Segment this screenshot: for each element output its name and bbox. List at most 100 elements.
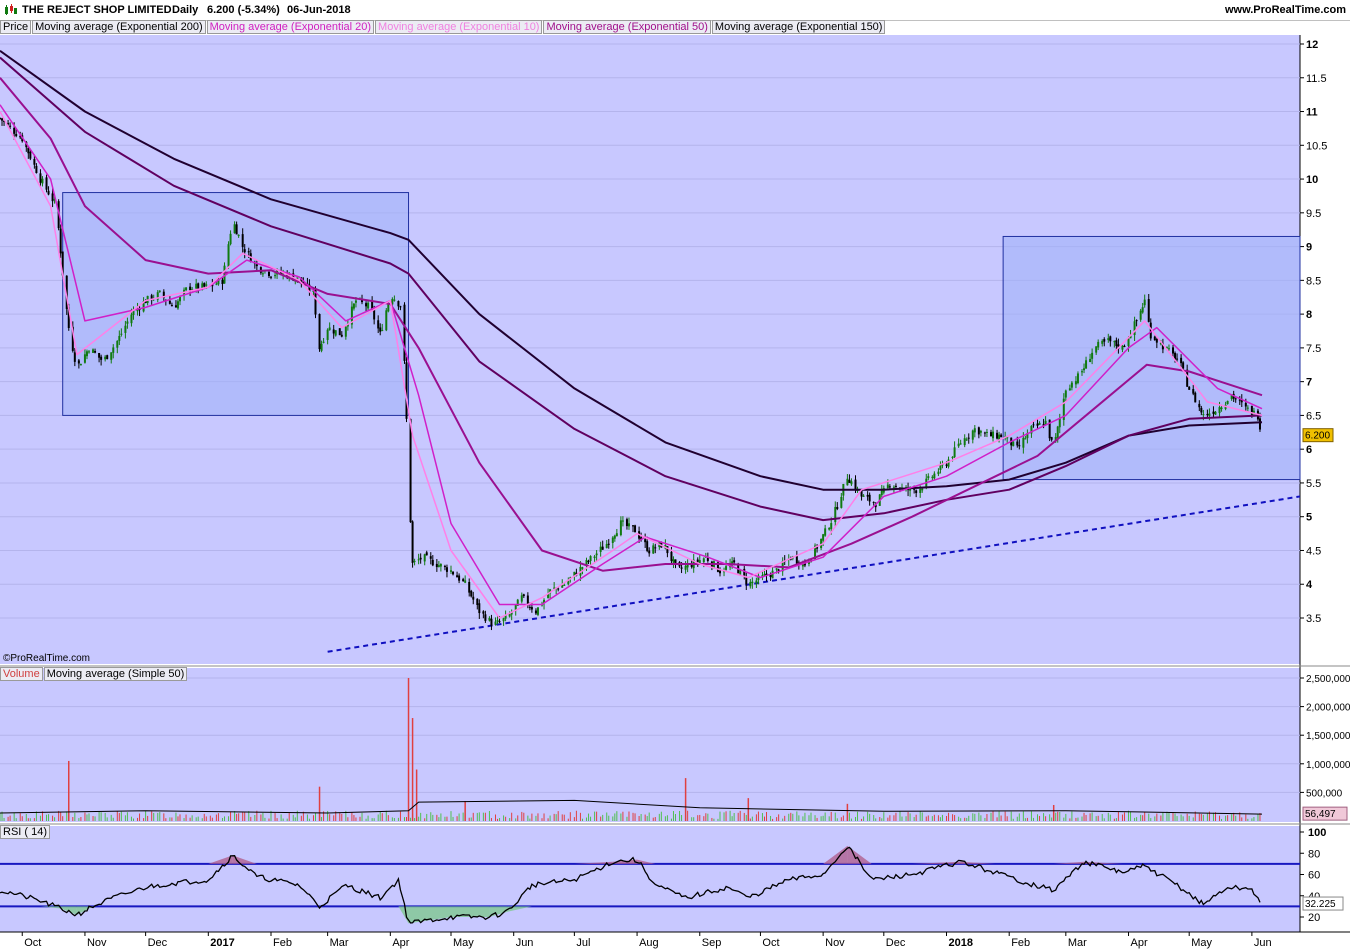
price-tick-label: 8	[1306, 309, 1312, 321]
candle-body	[1143, 299, 1146, 306]
candle-body	[350, 306, 353, 325]
candle-body	[528, 607, 531, 609]
candle-body	[593, 556, 596, 559]
candle-body	[385, 310, 388, 331]
x-tick-label: Feb	[273, 937, 292, 949]
candle-body	[915, 490, 918, 494]
candle-body	[516, 599, 519, 606]
candle-body	[1085, 360, 1088, 369]
candle-body	[419, 557, 422, 560]
candle-body	[482, 611, 485, 614]
candle-body	[1186, 369, 1189, 387]
price-legend-item[interactable]: Moving average (Exponential 10)	[375, 20, 543, 34]
candle-body	[508, 614, 511, 617]
candle-body	[314, 289, 317, 315]
candle-body	[367, 302, 370, 309]
price-legend-item[interactable]: Moving average (Exponential 200)	[32, 20, 206, 34]
volume-legend-item[interactable]: Volume	[0, 667, 43, 681]
candle-body	[892, 486, 895, 488]
rsi-overbought-fill	[574, 861, 613, 864]
y-axis-strip	[1300, 35, 1350, 932]
candle-body	[98, 353, 101, 358]
candle-body	[1208, 413, 1211, 416]
candle-body	[611, 537, 614, 543]
candle-body	[684, 565, 687, 570]
candle-body	[110, 352, 113, 360]
site-link[interactable]: www.ProRealTime.com	[1224, 4, 1346, 16]
x-tick-label: Nov	[825, 937, 845, 949]
candle-body	[300, 277, 303, 283]
candle-body	[1244, 403, 1247, 407]
candle-body	[1070, 382, 1073, 388]
candle-body	[1167, 348, 1170, 350]
candle-body	[247, 251, 250, 253]
candle-body	[373, 309, 376, 320]
candle-body	[696, 559, 699, 562]
candle-body	[195, 283, 198, 289]
candle-body	[520, 595, 523, 602]
candle-body	[749, 581, 752, 587]
candle-body	[854, 479, 857, 491]
price-legend-item[interactable]: Moving average (Exponential 20)	[206, 20, 375, 34]
candle-body	[104, 356, 107, 360]
candle-body	[1180, 357, 1183, 364]
price-legend-item[interactable]: Moving average (Exponential 150)	[711, 20, 886, 34]
candle-body	[1234, 398, 1237, 400]
price-legend-item[interactable]: Moving average (Exponential 50)	[543, 20, 711, 34]
candle-body	[599, 546, 602, 552]
price-tick-label: 10.5	[1306, 140, 1327, 152]
candle-body	[549, 589, 552, 594]
candle-body	[983, 432, 986, 434]
price-tick-label: 12	[1306, 39, 1318, 51]
candle-body	[215, 283, 218, 285]
candle-body	[437, 565, 440, 567]
candle-body	[1212, 411, 1215, 414]
candle-body	[443, 566, 446, 568]
ema50-line	[0, 77, 1263, 572]
candle-body	[203, 283, 206, 287]
candle-body	[1129, 335, 1132, 339]
candle-body	[405, 362, 408, 419]
candle-body	[751, 581, 754, 584]
candle-body	[462, 579, 465, 582]
candle-body	[1109, 336, 1112, 342]
last-rsi-label: 32.225	[1305, 899, 1336, 910]
candle-body	[1018, 445, 1021, 447]
candle-body	[1042, 424, 1045, 426]
candle-body	[965, 439, 968, 441]
x-tick-label: Dec	[148, 937, 168, 949]
candle-body	[1172, 347, 1175, 354]
volume-legend-item[interactable]: Moving average (Simple 50)	[43, 667, 188, 681]
copyright: ©ProRealTime.com	[3, 653, 91, 664]
volume-sma50-line	[0, 799, 1263, 815]
candle-body	[71, 326, 74, 351]
candle-body	[361, 299, 364, 303]
candle-body	[522, 594, 525, 597]
interval-label: Daily	[172, 4, 199, 16]
highlight-box	[1002, 235, 1301, 481]
candle-body	[47, 190, 50, 195]
candle-body	[221, 279, 224, 284]
candle-body	[848, 479, 851, 483]
candle-body	[233, 224, 236, 234]
candle-body	[743, 568, 746, 577]
ema200-line	[0, 49, 1263, 491]
candle-body	[158, 290, 161, 292]
price-legend-item[interactable]: Price	[0, 20, 32, 34]
candle-body	[627, 523, 630, 527]
x-tick-label: Oct	[762, 937, 779, 949]
candle-body	[227, 244, 230, 268]
candle-body	[393, 299, 396, 301]
candle-body	[425, 552, 428, 556]
candle-body	[417, 559, 420, 561]
candle-body	[1101, 340, 1104, 344]
candle-body	[820, 538, 823, 549]
candle-body	[504, 615, 507, 619]
rsi-overbought-fill	[960, 861, 996, 864]
candle-body	[185, 287, 188, 291]
candle-body	[886, 484, 889, 489]
candle-body	[377, 320, 380, 329]
price-tick-label: 4.5	[1306, 545, 1321, 557]
candle-body	[1135, 320, 1138, 322]
